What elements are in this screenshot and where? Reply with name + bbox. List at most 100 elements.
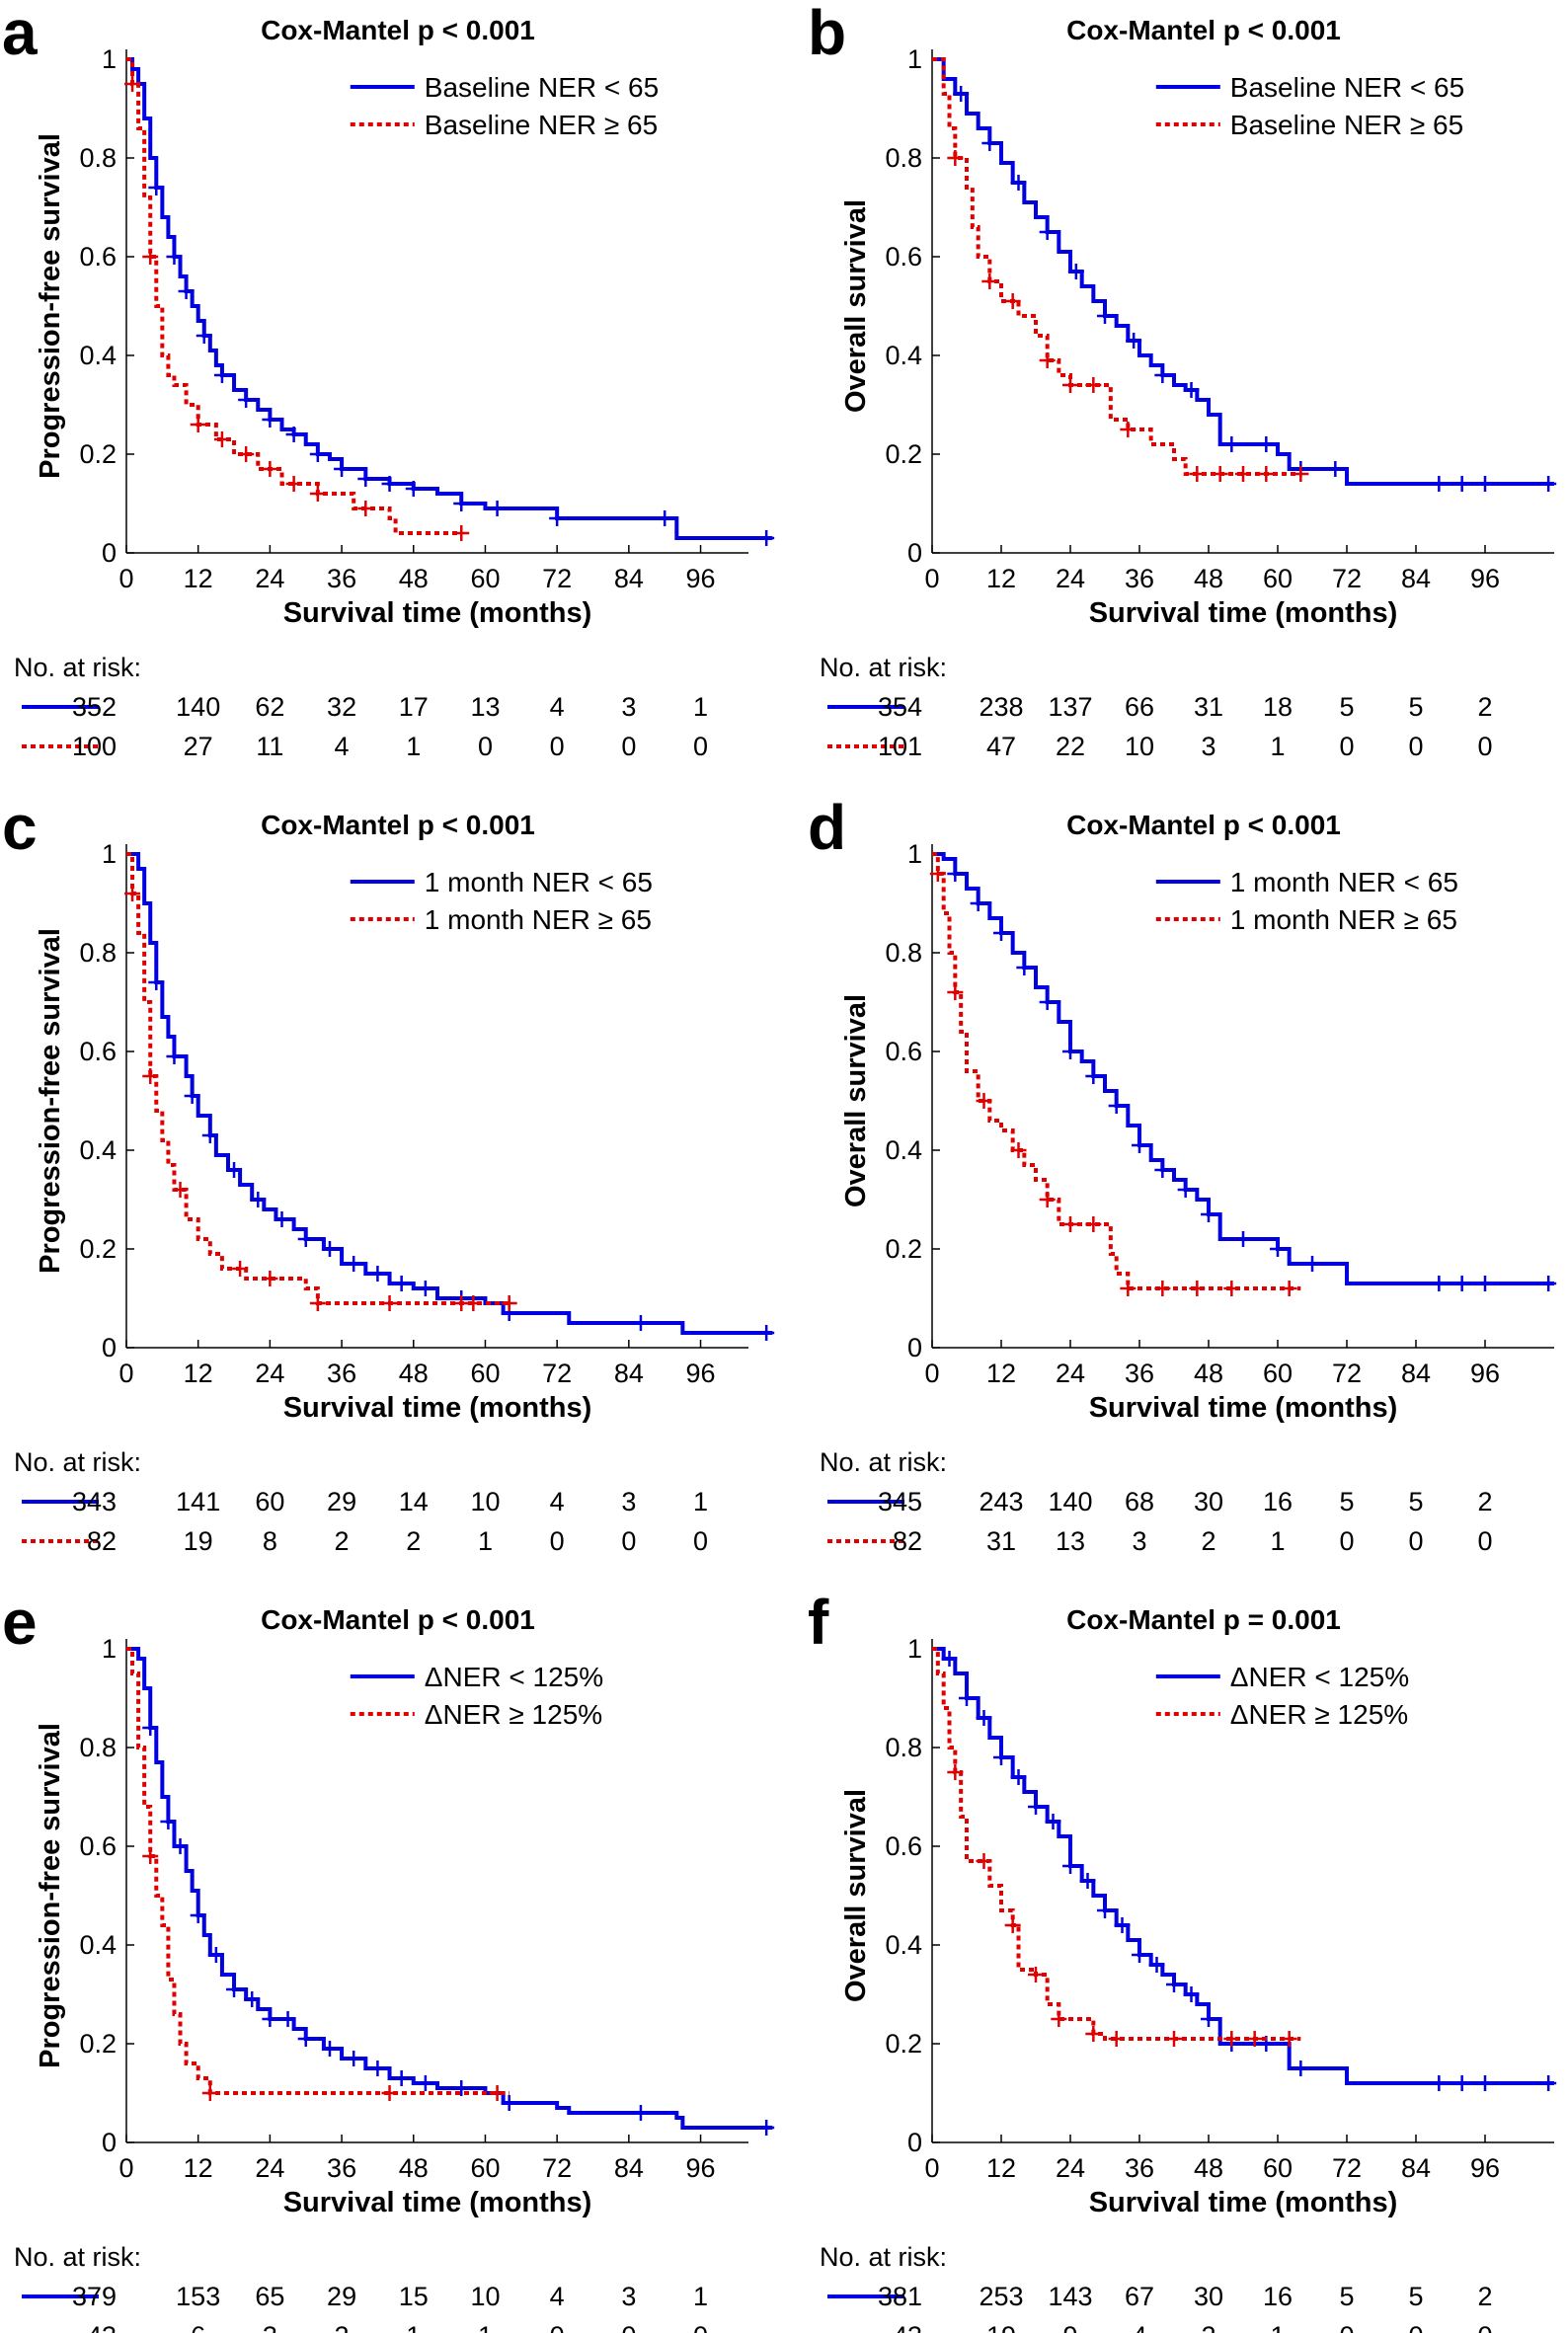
x-tick-label: 72 [542, 1359, 572, 1388]
censor-mark [959, 1690, 975, 1706]
legend-label: ΔNER < 125% [1230, 1662, 1409, 1692]
y-tick-label: 0.8 [885, 1733, 922, 1762]
at-risk-value: 19 [184, 1526, 213, 1556]
panel-letter: c [2, 792, 38, 863]
at-risk-value: 1 [1270, 2321, 1285, 2333]
censor-mark [1051, 2011, 1067, 2027]
y-tick-label: 0.8 [885, 143, 922, 173]
at-risk-value: 0 [550, 2321, 565, 2333]
at-risk-value: 4 [550, 1487, 565, 1516]
censor-mark [148, 974, 165, 990]
censor-mark [1045, 1814, 1061, 1829]
at-risk-value: 0 [1339, 1526, 1354, 1556]
at-risk-value: 352 [72, 692, 117, 722]
censor-mark [976, 1710, 992, 1726]
legend-label: ΔNER ≥ 125% [1230, 1699, 1408, 1730]
censor-mark [381, 2085, 398, 2101]
censor-mark [1477, 2075, 1493, 2091]
at-risk-value: 0 [693, 1526, 708, 1556]
at-risk-value: 4 [335, 732, 350, 761]
at-risk-value: 29 [327, 1487, 356, 1516]
censor-mark [285, 427, 302, 442]
x-tick-label: 36 [327, 564, 356, 593]
at-risk-value: 1 [693, 692, 708, 722]
at-risk-value: 140 [1048, 1487, 1092, 1516]
at-risk-value: 19 [986, 2321, 1016, 2333]
at-risk-value: 243 [979, 1487, 1023, 1516]
censor-mark [1212, 466, 1228, 482]
x-tick-label: 84 [1401, 564, 1431, 593]
panel-letter: f [808, 1587, 829, 1658]
at-risk-value: 253 [979, 2282, 1023, 2311]
censor-mark [1039, 224, 1056, 240]
censor-mark [172, 1838, 189, 1854]
censor-mark [1281, 2031, 1297, 2047]
censor-mark [1189, 1281, 1206, 1296]
censor-mark [238, 446, 255, 462]
censor-mark [1166, 1977, 1182, 1992]
legend-label: Baseline NER ≥ 65 [1230, 110, 1463, 140]
at-risk-value: 0 [621, 2321, 636, 2333]
censor-mark [941, 1651, 958, 1667]
censor-mark [453, 2080, 470, 2096]
x-tick-label: 96 [686, 2153, 716, 2183]
censor-mark [262, 2011, 278, 2027]
at-risk-value: 137 [1048, 692, 1092, 722]
censor-mark [207, 1947, 224, 1963]
censor-mark [417, 1281, 433, 1296]
series-line-red [126, 852, 510, 1305]
x-tick-label: 96 [686, 564, 716, 593]
censor-mark [417, 2075, 433, 2091]
x-tick-label: 36 [1125, 1359, 1154, 1388]
at-risk-value: 47 [986, 732, 1016, 761]
at-risk-value: 67 [1125, 2282, 1154, 2311]
at-risk-value: 1 [1270, 1526, 1285, 1556]
x-tick-label: 84 [1401, 2153, 1431, 2183]
at-risk-value: 153 [176, 2282, 220, 2311]
censor-mark [297, 2031, 314, 2047]
x-tick-label: 84 [614, 564, 644, 593]
x-tick-label: 0 [118, 2153, 133, 2183]
censor-mark [1016, 960, 1033, 975]
censor-mark [1062, 1216, 1078, 1232]
y-tick-label: 0 [102, 2128, 117, 2157]
at-risk-value: 27 [184, 732, 213, 761]
at-risk-value: 3 [1201, 732, 1215, 761]
at-risk-value: 15 [399, 2282, 429, 2311]
censor-mark [981, 135, 998, 151]
at-risk-value: 1 [406, 2321, 421, 2333]
chart-title: Cox-Mantel p = 0.001 [1066, 1604, 1341, 1635]
at-risk-value: 238 [979, 692, 1023, 722]
y-tick-label: 0 [907, 1333, 922, 1362]
y-tick-label: 0.4 [885, 1135, 922, 1165]
x-tick-label: 24 [255, 564, 284, 593]
y-tick-label: 0.2 [885, 2029, 922, 2059]
censor-mark [1453, 2075, 1470, 2091]
censor-mark [124, 76, 141, 92]
y-tick-label: 0.8 [79, 938, 117, 968]
at-risk-value: 0 [1477, 1526, 1492, 1556]
at-risk-value: 68 [1125, 1487, 1154, 1516]
censor-mark [381, 1295, 398, 1311]
censor-mark [262, 412, 278, 428]
at-risk-value: 0 [1339, 732, 1354, 761]
x-tick-label: 0 [924, 2153, 939, 2183]
panel-letter: d [808, 792, 846, 863]
at-risk-value: 3 [621, 2282, 636, 2311]
at-risk-value: 16 [1263, 1487, 1293, 1516]
at-risk-value: 10 [470, 2282, 500, 2311]
censor-mark [1085, 2026, 1102, 2042]
censor-mark [1067, 264, 1084, 279]
at-risk-value: 5 [1339, 1487, 1354, 1516]
at-risk-value: 381 [878, 2282, 922, 2311]
censor-mark [184, 1088, 200, 1104]
censor-mark [993, 1750, 1009, 1765]
at-risk-value: 1 [693, 1487, 708, 1516]
y-tick-label: 0.8 [885, 938, 922, 968]
at-risk-value: 82 [87, 1526, 117, 1556]
censor-mark [1120, 1281, 1137, 1296]
